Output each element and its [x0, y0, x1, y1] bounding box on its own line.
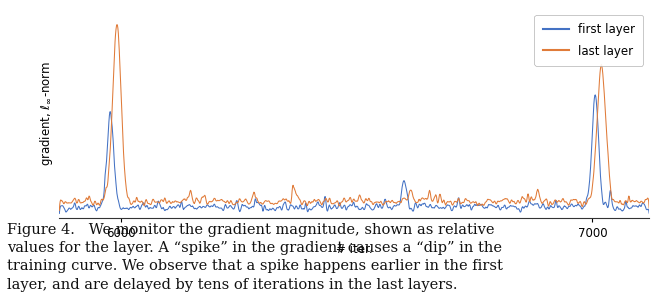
Y-axis label: gradient, $\ell_\infty$-norm: gradient, $\ell_\infty$-norm [38, 61, 55, 166]
Legend: first layer, last layer: first layer, last layer [534, 15, 643, 66]
X-axis label: # iter.: # iter. [336, 243, 372, 256]
Text: Figure 4.   We monitor the gradient magnitude, shown as relative
values for the : Figure 4. We monitor the gradient magnit… [7, 223, 502, 292]
